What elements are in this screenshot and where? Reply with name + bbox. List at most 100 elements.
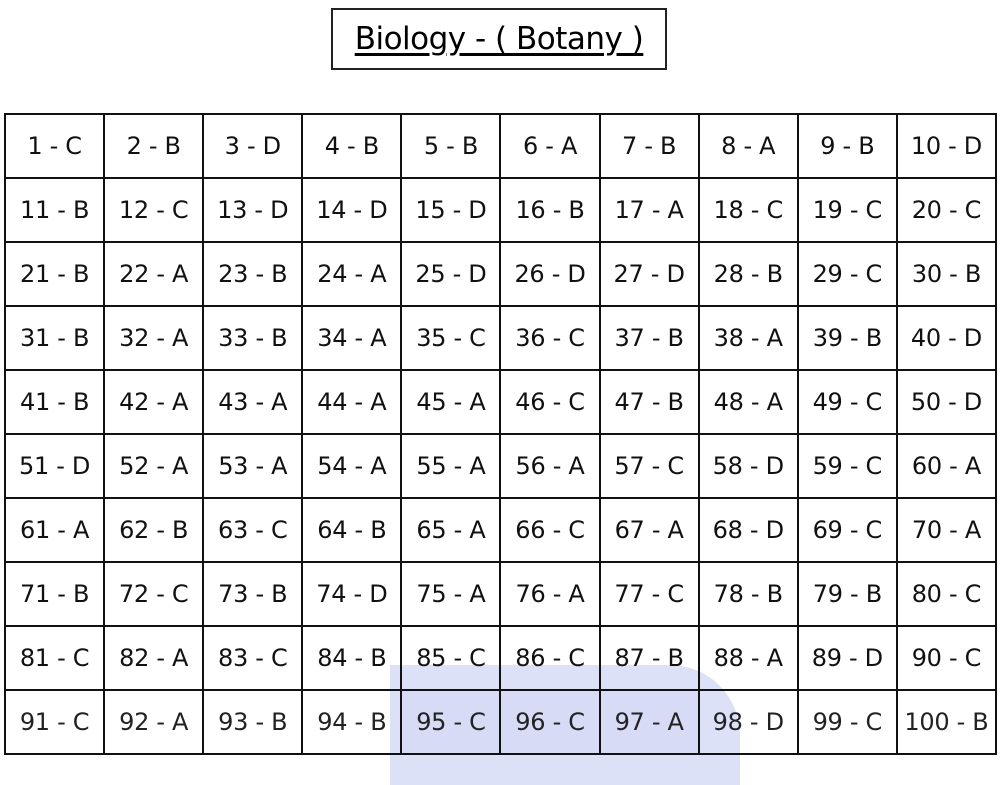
answer-cell: 17 - A bbox=[598, 177, 700, 243]
answer-cell: 11 - B bbox=[3, 177, 106, 243]
answer-cell: 38 - A bbox=[697, 305, 799, 371]
answer-cell: 73 - B bbox=[202, 561, 304, 627]
answer-cell: 18 - C bbox=[697, 177, 799, 243]
answer-cell: 99 - C bbox=[796, 689, 898, 755]
answer-cell: 55 - A bbox=[400, 433, 502, 499]
answer-cell: 93 - B bbox=[202, 689, 304, 755]
answer-cell: 37 - B bbox=[598, 305, 700, 371]
answer-cell: 85 - C bbox=[400, 625, 502, 691]
answer-cell: 12 - C bbox=[103, 177, 205, 243]
answer-cell: 16 - B bbox=[499, 177, 601, 243]
answer-cell: 20 - C bbox=[895, 177, 998, 243]
answer-cell: 36 - C bbox=[499, 305, 601, 371]
table-row: 71 - B 72 - C 73 - B 74 - D 75 - A 76 - A 77 -… bbox=[3, 561, 998, 627]
answer-cell: 90 - C bbox=[895, 625, 998, 691]
answer-cell: 49 - C bbox=[796, 369, 898, 435]
table-row: 51 - D 52 - A 53 - A 54 - A 55 - A 56 - A 57 -… bbox=[3, 433, 998, 499]
answer-cell: 70 - A bbox=[895, 497, 998, 563]
answer-cell: 44 - A bbox=[301, 369, 403, 435]
answer-cell: 41 - B bbox=[3, 369, 106, 435]
table-row: 81 - C 82 - A 83 - C 84 - B 85 - C 86 - C 87 -… bbox=[3, 625, 998, 691]
answer-cell: 76 - A bbox=[499, 561, 601, 627]
answer-cell: 19 - C bbox=[796, 177, 898, 243]
answer-cell: 97 - A bbox=[598, 689, 700, 755]
answer-cell: 42 - A bbox=[103, 369, 205, 435]
answer-cell: 95 - C bbox=[400, 689, 502, 755]
answer-cell: 5 - B bbox=[400, 113, 502, 179]
answer-cell: 78 - B bbox=[697, 561, 799, 627]
answer-cell: 46 - C bbox=[499, 369, 601, 435]
answer-cell: 94 - B bbox=[301, 689, 403, 755]
answer-cell: 1 - C bbox=[3, 113, 106, 179]
answer-cell: 61 - A bbox=[3, 497, 106, 563]
answer-cell: 22 - A bbox=[103, 241, 205, 307]
answer-cell: 21 - B bbox=[3, 241, 106, 307]
answer-cell: 40 - D bbox=[895, 305, 998, 371]
answer-cell: 48 - A bbox=[697, 369, 799, 435]
answer-cell: 80 - C bbox=[895, 561, 998, 627]
answer-cell: 9 - B bbox=[796, 113, 898, 179]
answer-cell: 100 - B bbox=[895, 689, 998, 755]
answer-cell: 29 - C bbox=[796, 241, 898, 307]
answer-cell: 66 - C bbox=[499, 497, 601, 563]
answer-cell: 8 - A bbox=[697, 113, 799, 179]
answer-cell: 72 - C bbox=[103, 561, 205, 627]
answer-cell: 68 - D bbox=[697, 497, 799, 563]
answer-cell: 88 - A bbox=[697, 625, 799, 691]
answer-cell: 25 - D bbox=[400, 241, 502, 307]
answer-cell: 84 - B bbox=[301, 625, 403, 691]
answer-cell: 83 - C bbox=[202, 625, 304, 691]
answer-cell: 10 - D bbox=[895, 113, 998, 179]
answer-cell: 30 - B bbox=[895, 241, 998, 307]
table-row: 31 - B 32 - A 33 - B 34 - A 35 - C 36 - C 37 -… bbox=[3, 305, 998, 371]
answer-cell: 6 - A bbox=[499, 113, 601, 179]
answer-cell: 71 - B bbox=[3, 561, 106, 627]
table-row: 21 - B 22 - A 23 - B 24 - A 25 - D 26 - D 27 -… bbox=[3, 241, 998, 307]
answer-cell: 75 - A bbox=[400, 561, 502, 627]
table-row: 61 - A 62 - B 63 - C 64 - B 65 - A 66 - C 67 -… bbox=[3, 497, 998, 563]
answer-cell: 89 - D bbox=[796, 625, 898, 691]
answer-cell: 98 - D bbox=[697, 689, 799, 755]
answer-cell: 14 - D bbox=[301, 177, 403, 243]
answer-cell: 57 - C bbox=[598, 433, 700, 499]
answer-cell: 27 - D bbox=[598, 241, 700, 307]
answer-cell: 23 - B bbox=[202, 241, 304, 307]
answer-cell: 74 - D bbox=[301, 561, 403, 627]
answer-cell: 86 - C bbox=[499, 625, 601, 691]
answer-cell: 39 - B bbox=[796, 305, 898, 371]
answer-cell: 31 - B bbox=[3, 305, 106, 371]
answer-cell: 64 - B bbox=[301, 497, 403, 563]
answer-cell: 50 - D bbox=[895, 369, 998, 435]
answer-cell: 54 - A bbox=[301, 433, 403, 499]
answer-cell: 77 - C bbox=[598, 561, 700, 627]
answer-cell: 32 - A bbox=[103, 305, 205, 371]
table-row: 41 - B 42 - A 43 - A 44 - A 45 - A 46 - C 47 -… bbox=[3, 369, 998, 435]
table-row: 91 - C 92 - A 93 - B 94 - B 95 - C 96 - C 97 -… bbox=[3, 689, 998, 755]
answer-cell: 81 - C bbox=[3, 625, 106, 691]
answer-cell: 33 - B bbox=[202, 305, 304, 371]
title-box: Biology - ( Botany ) bbox=[331, 8, 667, 70]
answer-cell: 2 - B bbox=[103, 113, 205, 179]
answer-cell: 52 - A bbox=[103, 433, 205, 499]
answer-cell: 58 - D bbox=[697, 433, 799, 499]
answer-cell: 35 - C bbox=[400, 305, 502, 371]
answer-cell: 34 - A bbox=[301, 305, 403, 371]
page-title: Biology - ( Botany ) bbox=[354, 21, 644, 57]
answer-cell: 47 - B bbox=[598, 369, 700, 435]
answer-cell: 67 - A bbox=[598, 497, 700, 563]
answer-cell: 56 - A bbox=[499, 433, 601, 499]
answer-cell: 15 - D bbox=[400, 177, 502, 243]
answer-cell: 3 - D bbox=[202, 113, 304, 179]
answer-cell: 82 - A bbox=[103, 625, 205, 691]
answer-cell: 79 - B bbox=[796, 561, 898, 627]
answer-cell: 53 - A bbox=[202, 433, 304, 499]
answer-cell: 7 - B bbox=[598, 113, 700, 179]
answer-cell: 51 - D bbox=[3, 433, 106, 499]
answer-cell: 65 - A bbox=[400, 497, 502, 563]
answer-cell: 26 - D bbox=[499, 241, 601, 307]
answer-cell: 92 - A bbox=[103, 689, 205, 755]
answer-cell: 43 - A bbox=[202, 369, 304, 435]
answer-cell: 96 - C bbox=[499, 689, 601, 755]
